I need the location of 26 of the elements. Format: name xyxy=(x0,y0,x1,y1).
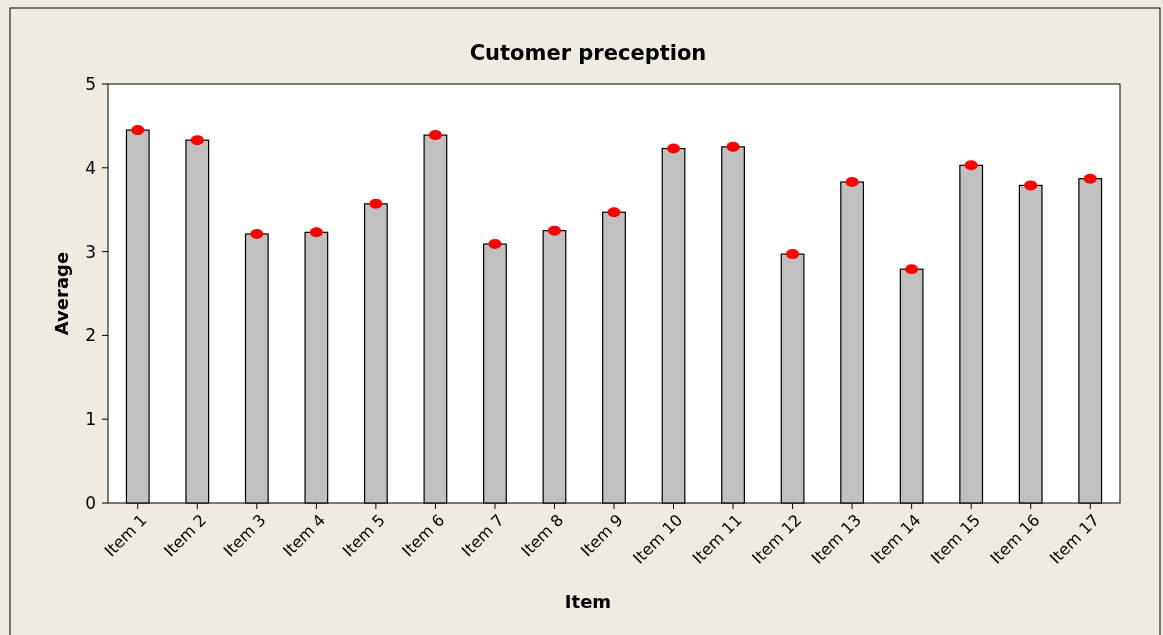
point xyxy=(428,130,442,141)
y-tick-label: 4 xyxy=(85,157,96,178)
point xyxy=(845,177,859,188)
y-tick-label: 3 xyxy=(85,241,96,262)
point xyxy=(726,141,740,152)
point xyxy=(369,198,383,209)
point xyxy=(786,249,800,260)
chart-title: Cutomer preception xyxy=(469,41,707,65)
point xyxy=(488,239,502,250)
y-tick-label: 5 xyxy=(85,73,96,94)
x-axis-title: Item xyxy=(564,591,612,612)
point xyxy=(547,225,561,236)
point xyxy=(964,160,978,171)
point xyxy=(1083,173,1097,184)
point xyxy=(1024,180,1038,191)
y-tick-label: 1 xyxy=(85,409,96,430)
y-axis-title: Average xyxy=(51,251,72,336)
point xyxy=(905,264,919,275)
y-tick-label: 2 xyxy=(85,325,96,346)
point xyxy=(131,125,145,136)
point xyxy=(667,143,681,154)
point xyxy=(607,207,621,218)
point xyxy=(250,229,264,239)
point xyxy=(190,135,204,146)
point xyxy=(309,227,323,238)
y-tick-label: 0 xyxy=(85,492,96,513)
